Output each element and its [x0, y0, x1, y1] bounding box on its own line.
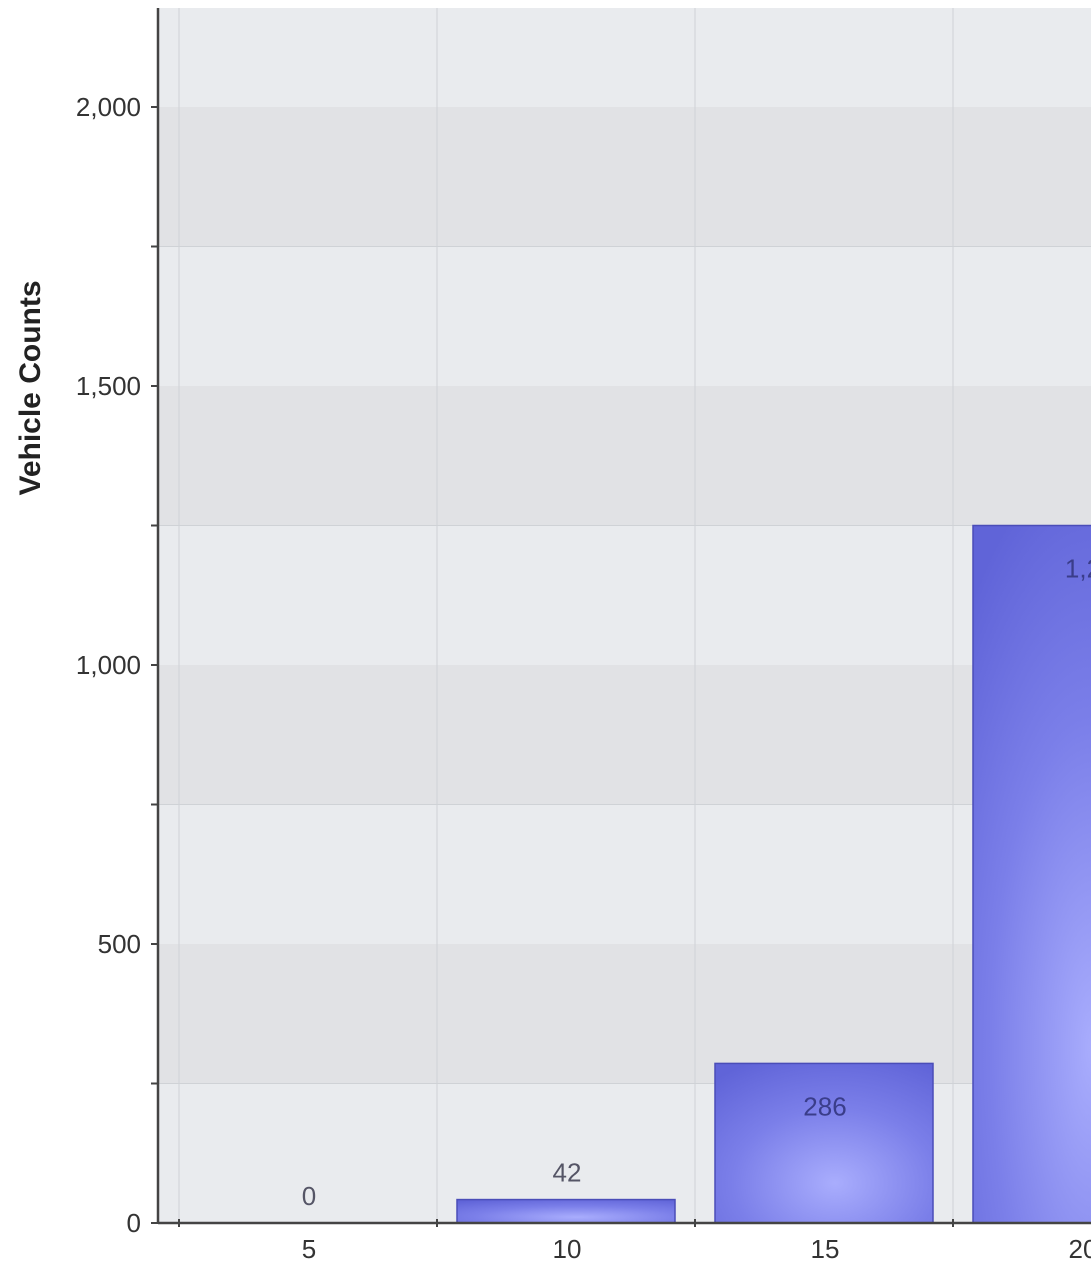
- y-axis-label: Vehicle Counts: [14, 280, 47, 495]
- plot-band: [158, 665, 1091, 805]
- bar-20: [973, 526, 1091, 1224]
- x-tick-label: 5: [302, 1234, 316, 1264]
- y-tick-labels: 0 500 1,000 1,500 2,000: [76, 92, 141, 1238]
- y-tick-label: 1,500: [76, 371, 141, 401]
- plot-background: [158, 8, 1091, 1223]
- y-tick-label: 0: [127, 1208, 141, 1238]
- plot-band: [158, 8, 1091, 107]
- plot-band: [158, 944, 1091, 1084]
- plot-band: [158, 386, 1091, 526]
- plot-band: [158, 805, 1091, 945]
- data-label-5: 0: [302, 1181, 316, 1211]
- data-label-20: 1,2: [1065, 554, 1091, 584]
- x-tick-label: 15: [811, 1234, 840, 1264]
- y-tick-label: 2,000: [76, 92, 141, 122]
- data-label-10: 42: [553, 1158, 582, 1188]
- y-tick-label: 1,000: [76, 650, 141, 680]
- bar-15: [715, 1063, 933, 1223]
- bar-10: [457, 1200, 675, 1223]
- x-tick-labels: 5 10 15 20: [302, 1234, 1091, 1264]
- plot-band: [158, 526, 1091, 666]
- plot-band: [158, 247, 1091, 387]
- plot-band: [158, 107, 1091, 247]
- x-tick-label: 20: [1069, 1234, 1091, 1264]
- data-label-15: 286: [803, 1091, 846, 1121]
- x-tick-label: 10: [553, 1234, 582, 1264]
- y-tick-label: 500: [98, 929, 141, 959]
